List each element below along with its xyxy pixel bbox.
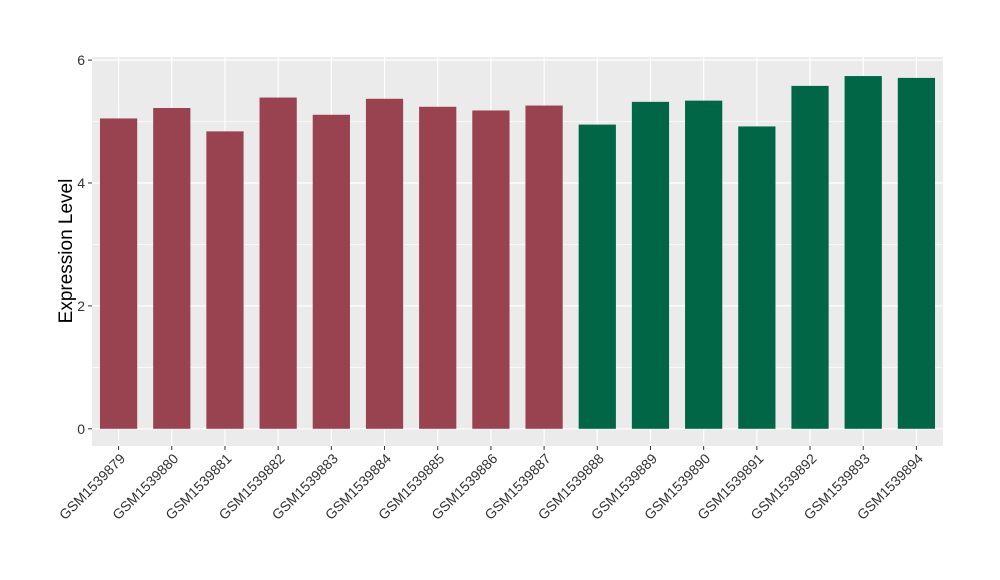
bar-gsm1539879 <box>99 118 138 429</box>
bar-gsm1539890 <box>685 100 723 429</box>
bar-gsm1539881 <box>206 131 244 429</box>
bar-gsm1539880 <box>153 108 191 429</box>
bar-gsm1539887 <box>525 105 563 429</box>
bar-gsm1539884 <box>365 98 404 429</box>
bar-gsm1539889 <box>631 101 670 429</box>
y-axis: 0 2 4 6 <box>77 52 92 437</box>
y-tick-label: 6 <box>77 52 85 68</box>
y-axis-title: Expression Level <box>56 179 77 324</box>
y-tick-label: 2 <box>77 298 85 314</box>
x-axis: GSM1539879GSM1539880GSM1539881GSM1539882… <box>56 446 926 523</box>
bar-gsm1539891 <box>738 126 776 429</box>
bar-gsm1539894 <box>897 77 936 429</box>
y-tick-label: 4 <box>77 175 85 191</box>
bar-gsm1539886 <box>472 110 510 429</box>
bars <box>99 76 936 429</box>
y-tick-label: 0 <box>77 421 85 437</box>
bar-gsm1539893 <box>844 76 882 429</box>
bar-gsm1539883 <box>312 114 350 429</box>
bar-gsm1539892 <box>791 85 829 429</box>
bar-gsm1539882 <box>259 97 297 429</box>
bar-gsm1539888 <box>578 124 616 429</box>
bar-gsm1539885 <box>419 106 457 429</box>
